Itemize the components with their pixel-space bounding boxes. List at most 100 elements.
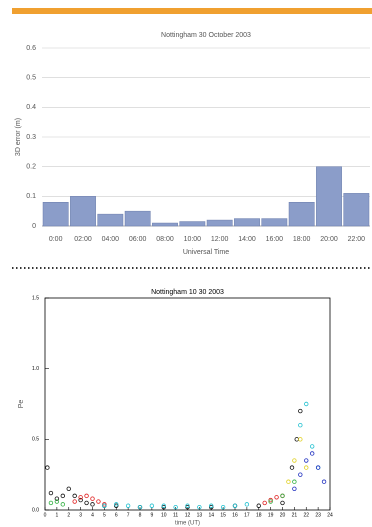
header-bar	[12, 8, 372, 14]
y-tick-label: 0.6	[26, 45, 36, 52]
scatter-point	[114, 503, 119, 508]
x-tick-label: 02:00	[74, 236, 92, 243]
x-axis-label: time (UT)	[175, 521, 200, 527]
scatter-point	[78, 497, 83, 503]
bar	[179, 221, 206, 227]
scatter-point	[54, 496, 60, 501]
x-tick-label: 18:00	[293, 236, 311, 243]
bar	[42, 202, 69, 227]
x-tick-label: 12	[185, 512, 191, 518]
x-tick-label: 0:00	[49, 236, 63, 243]
scatter-point	[244, 502, 250, 507]
scatter-point	[161, 504, 166, 510]
scatter-point	[268, 499, 273, 504]
x-tick-label: 4	[91, 512, 94, 518]
scatter-point	[292, 458, 297, 463]
scatter-point	[96, 499, 101, 504]
scatter-point	[304, 465, 309, 470]
bar	[343, 193, 370, 227]
x-tick-label: 10	[161, 512, 167, 518]
scatter-point	[197, 504, 202, 510]
scatter-point	[315, 465, 321, 470]
scatter-point	[102, 502, 107, 507]
x-tick-label: 04:00	[102, 236, 120, 243]
y-tick-label: 0.0	[32, 507, 39, 513]
scatter-point	[304, 458, 309, 463]
y-axis-label: Pe	[18, 400, 25, 409]
scatter-point	[298, 423, 303, 428]
y-tick-label: 1.0	[32, 366, 39, 372]
scatter-point	[298, 472, 303, 477]
y-tick-label: 0	[32, 223, 36, 230]
scatter-point	[309, 451, 315, 456]
x-tick-label: 12:00	[211, 236, 229, 243]
scatter-point	[256, 503, 261, 508]
x-tick-label: 20:00	[320, 236, 338, 243]
x-tick-label: 18	[256, 512, 262, 518]
y-tick-label: 0.3	[26, 134, 36, 141]
x-tick-label: 20	[280, 512, 286, 518]
x-tick-label: 13	[197, 512, 203, 518]
scatter-point	[280, 500, 285, 506]
scatter-point	[90, 496, 95, 501]
x-tick-label: 22:00	[348, 236, 366, 243]
scatter-point	[66, 486, 71, 491]
scatter-point	[321, 479, 327, 484]
y-tick-label: 0.1	[26, 193, 36, 200]
x-tick-label: 1	[55, 512, 58, 518]
x-tick-label: 10:00	[184, 236, 202, 243]
x-tick-label: 0	[44, 512, 47, 518]
x-tick-label: 19	[268, 512, 274, 518]
scatter-point	[48, 500, 54, 506]
x-tick-label: 8	[139, 512, 142, 518]
scatter-point	[292, 479, 297, 484]
scatter-point	[292, 486, 297, 491]
scatter-point	[60, 493, 66, 499]
scatter-point	[84, 500, 89, 506]
scatter-point	[268, 497, 273, 503]
scatter-point	[161, 503, 166, 508]
y-tick-label: 1.5	[32, 295, 39, 301]
y-tick-label: 0.4	[26, 104, 36, 111]
x-tick-label: 06:00	[129, 236, 147, 243]
x-tick-label: 3	[79, 512, 82, 518]
scatter-point	[209, 503, 214, 508]
scatter-point	[78, 495, 83, 500]
x-tick-label: 2	[67, 512, 70, 518]
y-axis-label: 3D error (m)	[15, 118, 22, 156]
x-tick-label: 24	[327, 512, 333, 518]
bar	[124, 210, 151, 227]
scatter-point	[54, 499, 60, 504]
x-tick-label: 16:00	[266, 236, 284, 243]
scatter-point	[114, 502, 119, 507]
scatter-point	[149, 503, 155, 508]
x-tick-label: 14:00	[238, 236, 256, 243]
scatter-point	[232, 503, 238, 508]
bar	[70, 196, 96, 227]
x-tick-label: 11	[173, 512, 178, 518]
x-tick-label: 5	[103, 512, 106, 518]
bar	[97, 213, 124, 227]
bar	[152, 222, 178, 227]
chart-title: Nottingham 10 30 2003	[151, 289, 224, 296]
y-tick-label: 0.5	[32, 437, 39, 443]
bar	[261, 218, 288, 227]
scatter-point	[220, 504, 226, 510]
scatter-point	[125, 503, 131, 508]
scatter-point	[185, 503, 190, 508]
scatter-point	[60, 502, 66, 507]
scatter-point	[209, 504, 214, 510]
scatter-point	[286, 479, 291, 484]
x-tick-label: 15	[220, 512, 226, 518]
scatter-point	[185, 504, 190, 510]
scatter-point	[309, 444, 315, 449]
x-tick-label: 14	[208, 512, 214, 518]
plot-frame	[44, 297, 331, 511]
bar	[288, 202, 315, 227]
scatter-point	[298, 408, 303, 414]
y-tick-label: 0.2	[26, 164, 36, 171]
x-tick-label: 7	[127, 512, 130, 518]
x-tick-label: 9	[150, 512, 153, 518]
